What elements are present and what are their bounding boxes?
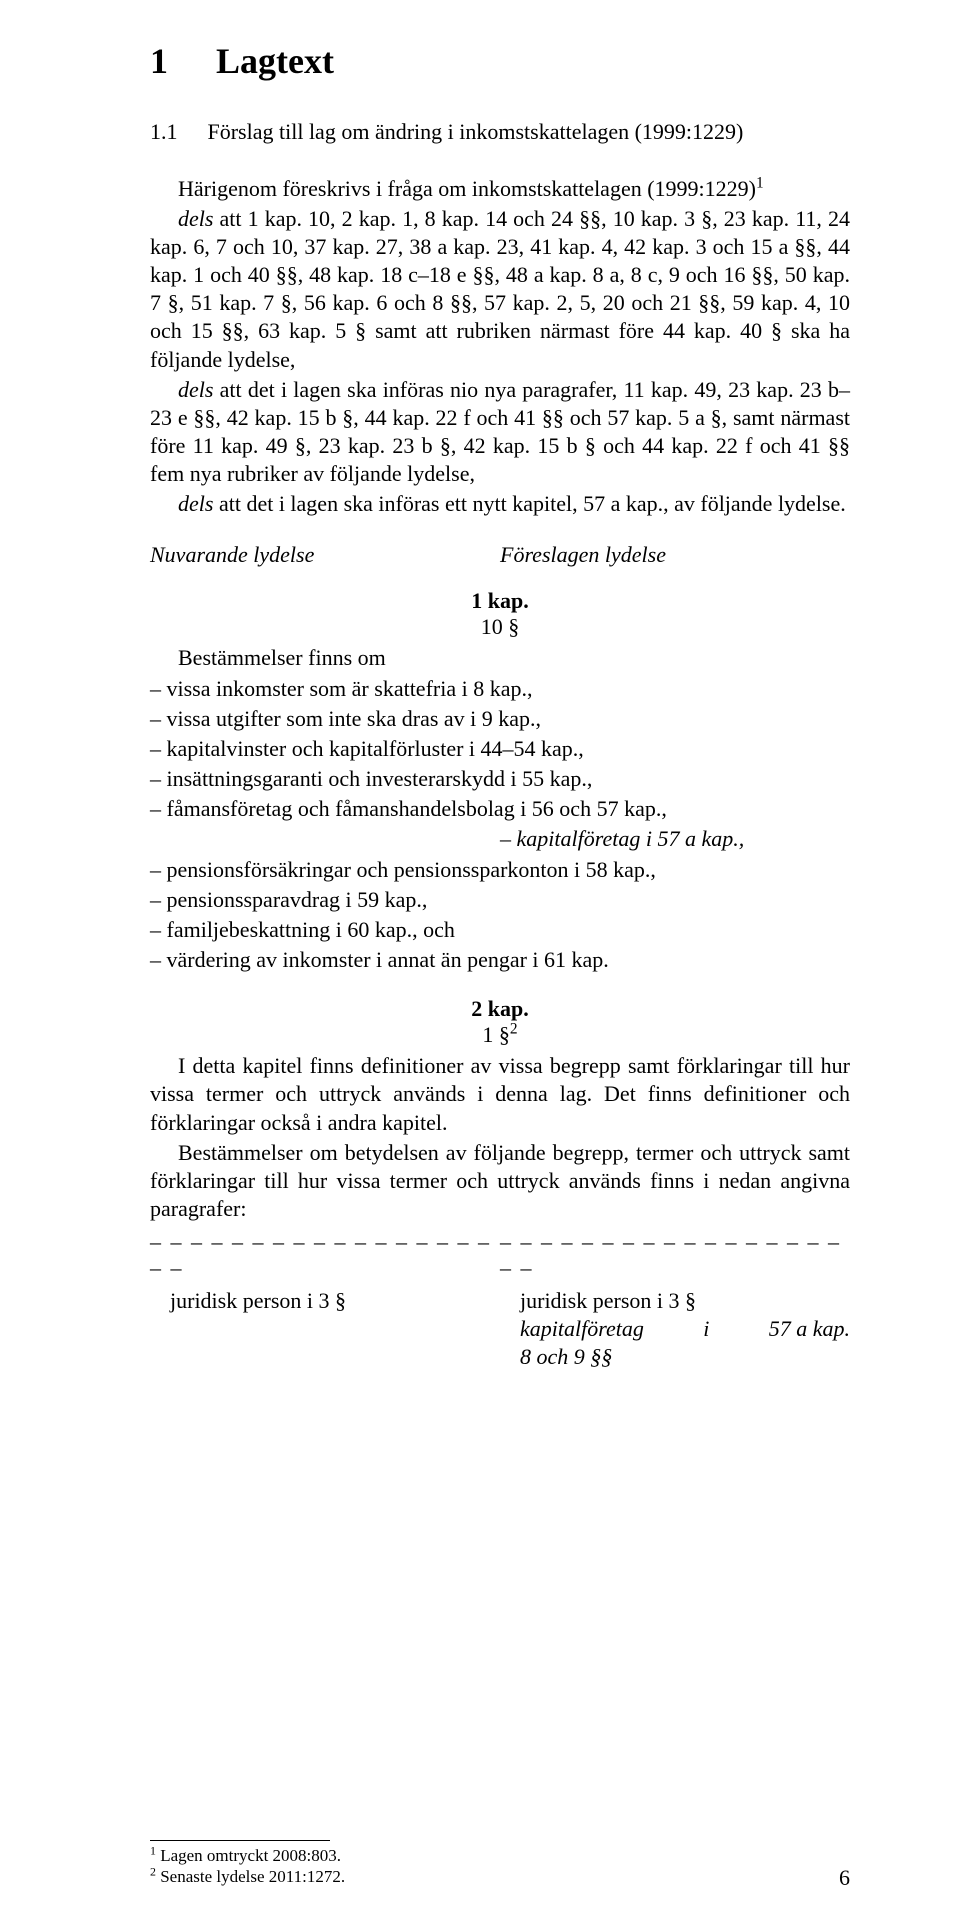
list-item: – kapitalvinster och kapitalförluster i … <box>150 735 850 763</box>
column-header-right: Föreslagen lydelse <box>500 542 850 568</box>
heading-2-text: Förslag till lag om ändring i inkomstska… <box>208 118 744 147</box>
document-page: 1 Lagtext 1.1 Förslag till lag om ändrin… <box>0 0 960 1925</box>
section-2-body-2: Bestämmelser om betydelsen av följande b… <box>150 1139 850 1223</box>
heading-2-number: 1.1 <box>150 118 178 147</box>
section-2-para: 1 §2 <box>150 1022 850 1048</box>
section-1-kap: 1 kap. <box>150 588 850 614</box>
page-number: 6 <box>839 1865 850 1891</box>
intro-dels-1: dels att 1 kap. 10, 2 kap. 1, 8 kap. 14 … <box>150 205 850 374</box>
compare-right-2c: 57 a kap. <box>769 1315 850 1343</box>
column-headers: Nuvarande lydelse Föreslagen lydelse <box>150 542 850 568</box>
dash-separator: – – – – – – – – – – – – – – – – – – – – … <box>150 1229 850 1281</box>
dels-3: dels <box>178 491 213 516</box>
footnote-1-text: Lagen omtryckt 2008:803. <box>156 1846 341 1865</box>
heading-1-text: Lagtext <box>216 40 334 82</box>
list-item: Bestämmelser finns om <box>150 644 850 672</box>
dels-2: dels <box>178 377 213 402</box>
list-item: – fåmansföretag och fåmanshandelsbolag i… <box>150 795 850 823</box>
footnote-rule <box>150 1840 330 1841</box>
intro-paragraph: Härigenom föreskrivs i fråga om inkomsts… <box>150 175 850 203</box>
compare-right-line-3: 8 och 9 §§ <box>520 1343 850 1371</box>
list-item: – familjebeskattning i 60 kap., och <box>150 916 850 944</box>
compare-left: juridisk person i 3 § <box>150 1287 500 1371</box>
footnote-ref-1: 1 <box>756 174 764 191</box>
heading-1-number: 1 <box>150 40 168 82</box>
footnote-2-text: Senaste lydelse 2011:1272. <box>156 1867 345 1886</box>
heading-2: 1.1 Förslag till lag om ändring i inkoms… <box>150 118 850 147</box>
compare-right-line-1: juridisk person i 3 § <box>520 1287 850 1315</box>
dash-right: – – – – – – – – – – – – – – – – – – – <box>500 1229 850 1281</box>
list-item: – vissa inkomster som är skattefria i 8 … <box>150 675 850 703</box>
list-item-italic: – kapitalföretag i 57 a kap., <box>150 825 850 853</box>
heading-1: 1 Lagtext <box>150 40 850 82</box>
list-item: – pensionssparavdrag i 59 kap., <box>150 886 850 914</box>
section-2-body-1: I detta kapitel finns definitioner av vi… <box>150 1052 850 1136</box>
intro-dels-3: dels att det i lagen ska införas ett nyt… <box>150 490 850 518</box>
intro-text-3: att det i lagen ska införas nio nya para… <box>150 377 850 486</box>
section-1-para: 10 § <box>150 614 850 640</box>
intro-text-4: att det i lagen ska införas ett nytt kap… <box>213 491 845 516</box>
footnote-2: 2 Senaste lydelse 2011:1272. <box>150 1866 850 1887</box>
footnote-ref-2: 2 <box>510 1021 518 1038</box>
compare-right-2b: i <box>703 1315 709 1343</box>
list-item: – pensionsförsäkringar och pensionsspark… <box>150 856 850 884</box>
compare-right-line-2: kapitalföretag i 57 a kap. <box>520 1315 850 1343</box>
compare-right: juridisk person i 3 § kapitalföretag i 5… <box>500 1287 850 1371</box>
dels-1: dels <box>178 206 213 231</box>
column-header-left: Nuvarande lydelse <box>150 542 500 568</box>
list-item: – värdering av inkomster i annat än peng… <box>150 946 850 974</box>
section-2-para-num: 1 § <box>482 1022 510 1047</box>
section-1-list: Bestämmelser finns om – vissa inkomster … <box>150 644 850 974</box>
intro-text-1: Härigenom föreskrivs i fråga om inkomsts… <box>178 176 756 201</box>
list-item: – insättningsgaranti och investerarskydd… <box>150 765 850 793</box>
footnote-1: 1 Lagen omtryckt 2008:803. <box>150 1845 850 1866</box>
section-2-kap: 2 kap. <box>150 996 850 1022</box>
compare-row: juridisk person i 3 § juridisk person i … <box>150 1287 850 1371</box>
compare-right-2a: kapitalföretag <box>520 1315 644 1343</box>
intro-dels-2: dels att det i lagen ska införas nio nya… <box>150 376 850 489</box>
list-item: – vissa utgifter som inte ska dras av i … <box>150 705 850 733</box>
intro-text-2: att 1 kap. 10, 2 kap. 1, 8 kap. 14 och 2… <box>150 206 850 372</box>
dash-left: – – – – – – – – – – – – – – – – – – – <box>150 1229 500 1281</box>
footnotes: 1 Lagen omtryckt 2008:803. 2 Senaste lyd… <box>150 1840 850 1888</box>
